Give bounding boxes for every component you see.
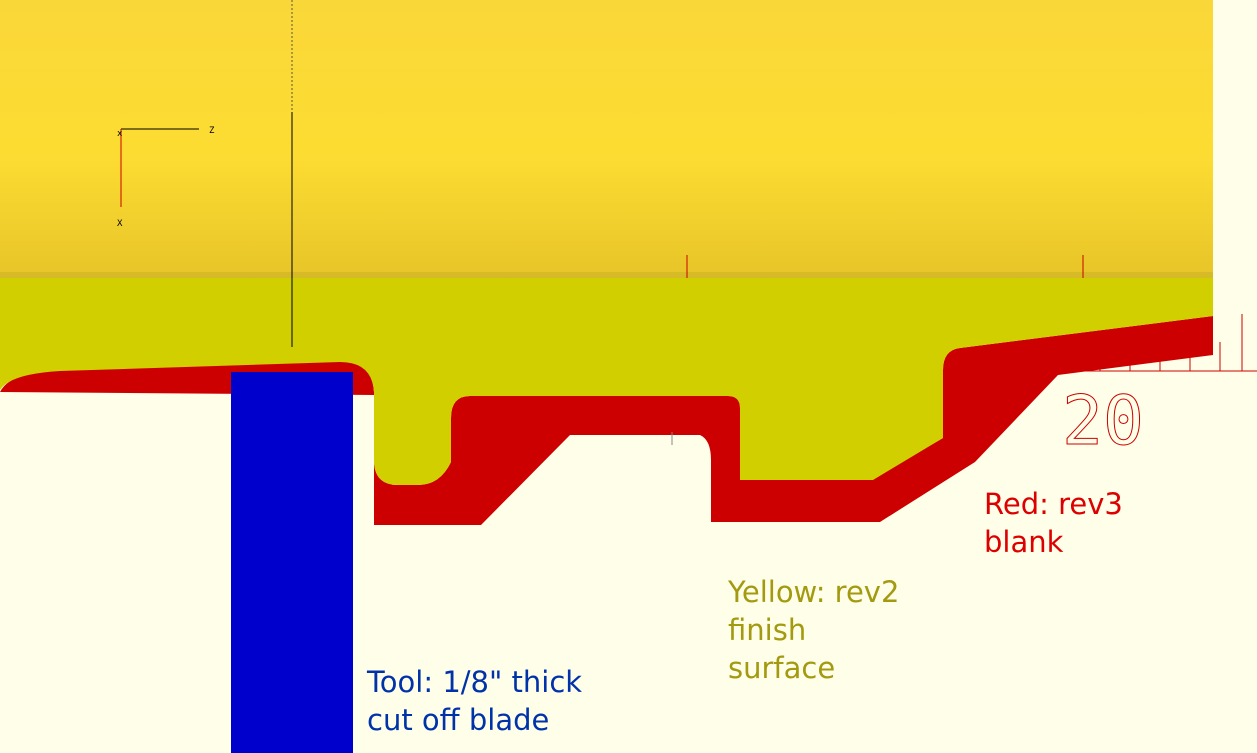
- tool-label-line2: cut off blade: [367, 703, 550, 737]
- ruler: 20: [1062, 314, 1257, 462]
- rev3-label-line2: blank: [984, 525, 1064, 559]
- rev2-label: Yellow: rev2 finish surface: [728, 573, 899, 687]
- rev3-label-line1: Red: rev3: [984, 487, 1123, 521]
- rev2-label-line3: surface: [728, 651, 836, 685]
- ruler-number: 20: [1062, 382, 1144, 461]
- x-axis-label: X: [117, 219, 123, 229]
- axis-indicator: Z X x: [117, 126, 215, 229]
- rev2-label-line1: Yellow: rev2: [728, 575, 900, 609]
- origin-marker: x: [117, 129, 123, 139]
- rev3-label: Red: rev3 blank: [984, 485, 1123, 561]
- stock-upper-region: [0, 0, 1213, 280]
- rev2-label-line2: finish: [728, 613, 807, 647]
- rev2-finish-surface: [0, 278, 1213, 485]
- tool-label-line1: Tool: 1/8" thick: [367, 665, 583, 699]
- z-axis-label: Z: [209, 126, 215, 136]
- rev3-blank-shape: [0, 316, 1213, 525]
- tool-label: Tool: 1/8" thick cut off blade: [367, 663, 582, 739]
- boundary-shadow: [0, 272, 1213, 278]
- cutoff-tool[interactable]: [231, 372, 353, 753]
